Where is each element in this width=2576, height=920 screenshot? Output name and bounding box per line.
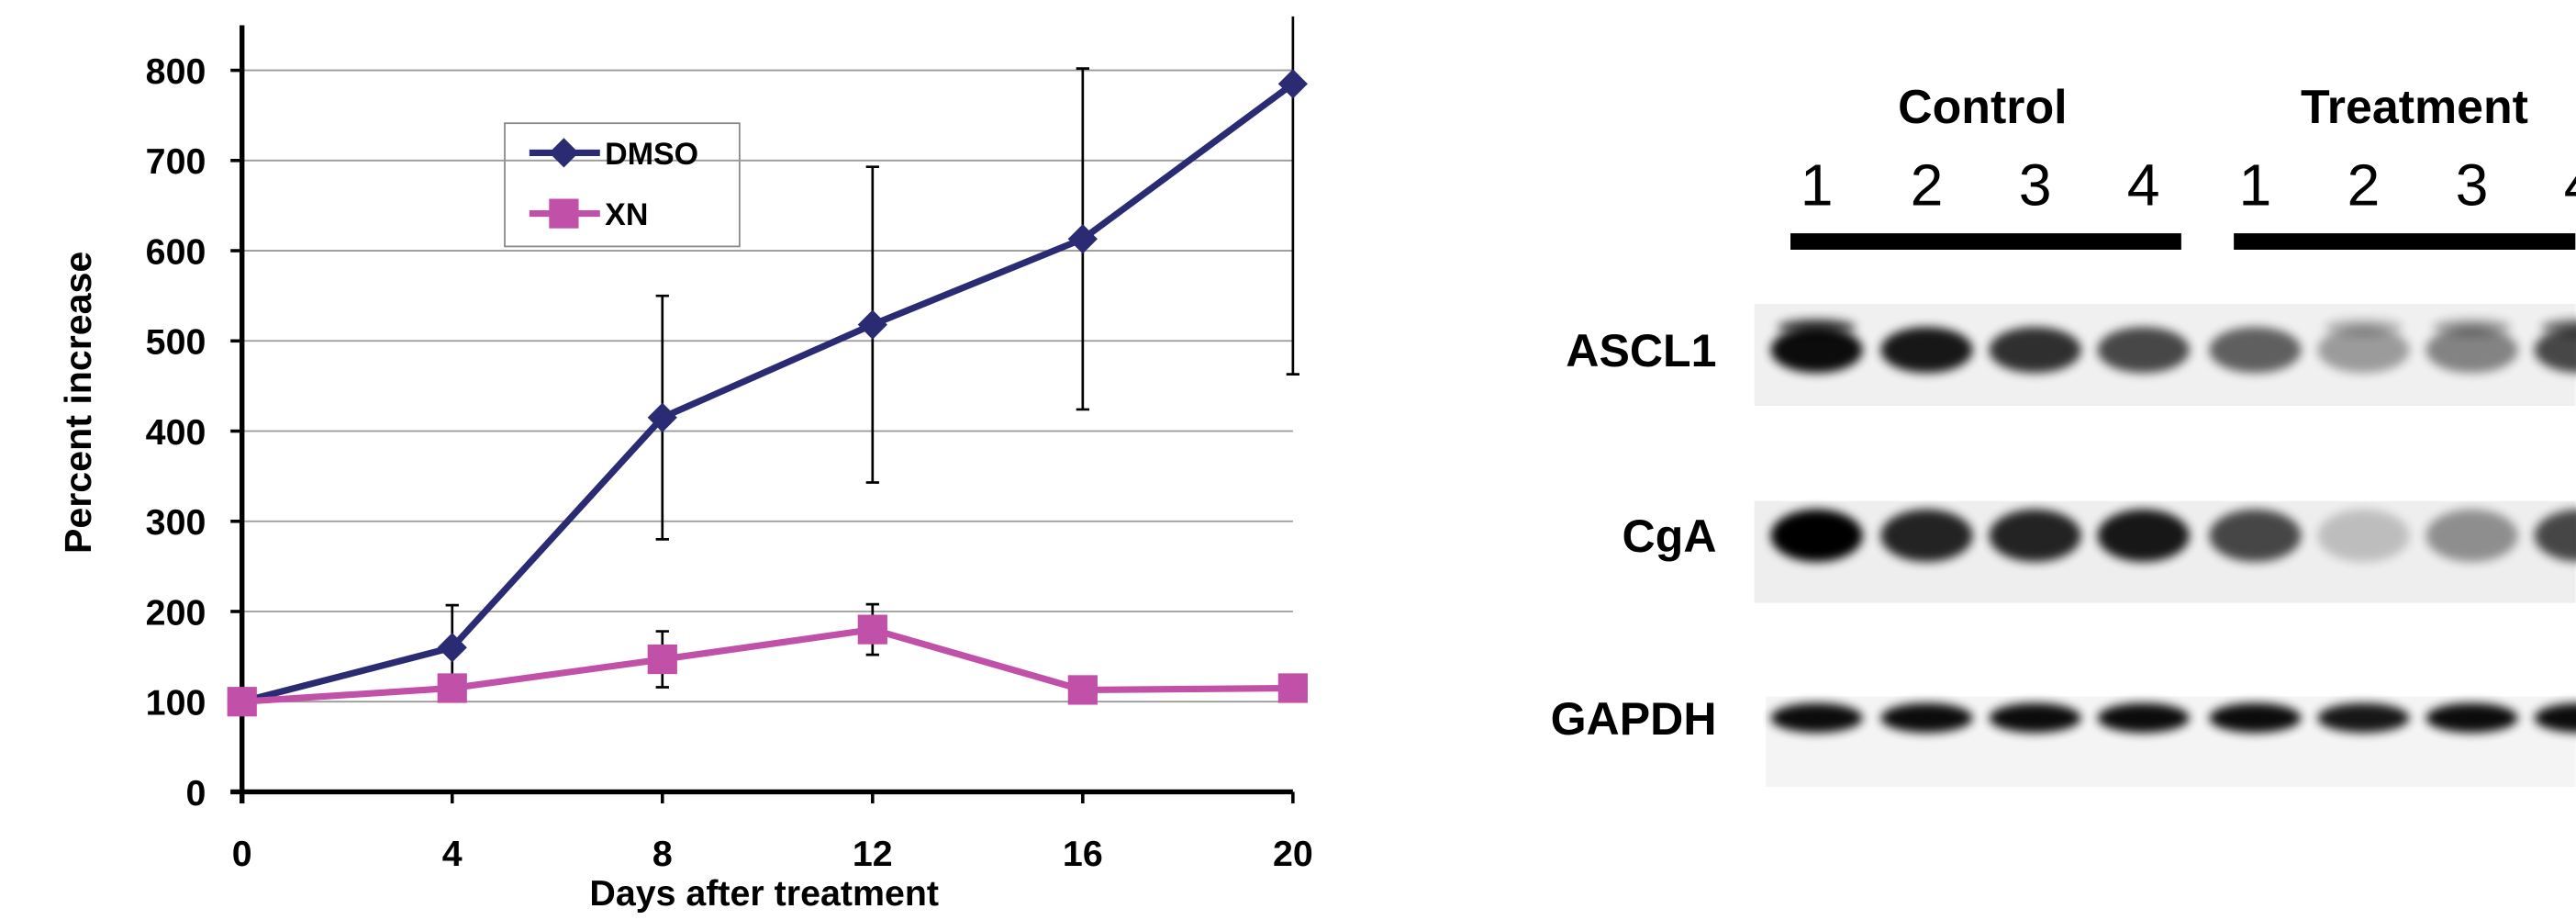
x-tick-label: 8	[652, 834, 673, 874]
legend-label: XN	[605, 197, 648, 232]
figure: Days after treatment Percent increase 0 1…	[0, 0, 2576, 920]
series-line	[242, 630, 1293, 702]
y-tick-label: 800	[146, 51, 206, 92]
row-label: ASCL1	[1566, 325, 1716, 376]
band	[2209, 510, 2301, 562]
band	[2425, 703, 2517, 733]
group-label: Treatment	[2301, 80, 2528, 133]
western-blot: Control Treatment 1 2 3 4 1 2 3 4 ASCL1 CgA GAPDH	[1551, 80, 2576, 787]
lane-label: 2	[1911, 152, 1944, 219]
band	[2433, 319, 2512, 335]
band	[2425, 510, 2517, 562]
group-bar	[2234, 233, 2575, 250]
marker	[438, 673, 467, 702]
legend-label: DMSO	[605, 137, 698, 172]
band	[2317, 703, 2409, 733]
marker	[858, 615, 887, 645]
marker	[1068, 675, 1098, 704]
band	[1771, 703, 1863, 733]
marker	[1278, 673, 1308, 702]
band	[1778, 319, 1857, 335]
lane-label: 3	[2456, 152, 2489, 219]
group-bar	[1790, 233, 2181, 250]
y-tick-label: 300	[146, 502, 206, 543]
y-axis-label: Percent increase	[57, 252, 99, 554]
band	[1880, 327, 1972, 373]
band	[1990, 327, 2081, 373]
band	[2098, 327, 2190, 373]
band	[2098, 510, 2190, 562]
x-tick-label: 12	[853, 834, 893, 874]
band	[2098, 703, 2190, 733]
lane-label: 2	[2347, 152, 2381, 219]
band	[1990, 703, 2081, 733]
marker	[648, 645, 677, 674]
x-tick-label: 0	[232, 834, 252, 874]
band	[1880, 703, 1972, 733]
lane-label: 4	[2564, 152, 2576, 219]
series-layer	[228, 0, 1308, 716]
y-tick-label: 400	[146, 412, 206, 453]
band	[1990, 510, 2081, 562]
band	[1880, 510, 1972, 562]
x-tick-label: 4	[442, 834, 463, 874]
marker	[228, 687, 257, 716]
lane-label: 1	[2238, 152, 2271, 219]
y-tick-label: 0	[185, 773, 206, 813]
page: Days after treatment Percent increase 0 1…	[0, 0, 2576, 920]
marker	[858, 309, 887, 339]
lane-label: 4	[2127, 152, 2160, 219]
band	[2325, 319, 2403, 335]
y-tick-label: 100	[146, 683, 206, 724]
band	[1771, 510, 1863, 562]
lane-label: 3	[2019, 152, 2052, 219]
band	[2317, 510, 2409, 562]
y-tick-label: 600	[146, 231, 206, 272]
x-tick-label: 16	[1063, 834, 1103, 874]
marker	[549, 199, 578, 229]
group-label: Control	[1898, 80, 2067, 133]
band	[2209, 703, 2301, 733]
x-axis-label: Days after treatment	[589, 873, 939, 914]
y-tick-label: 500	[146, 322, 206, 363]
y-tick-label: 200	[146, 592, 206, 633]
x-tick-label: 20	[1273, 834, 1313, 874]
lane-label: 1	[1801, 152, 1834, 219]
band	[2209, 327, 2301, 373]
row-label: GAPDH	[1551, 693, 1717, 745]
series-line	[242, 84, 1293, 701]
row-label: CgA	[1623, 510, 1717, 562]
error-bar	[1287, 0, 1299, 375]
y-tick-label: 700	[146, 141, 206, 182]
